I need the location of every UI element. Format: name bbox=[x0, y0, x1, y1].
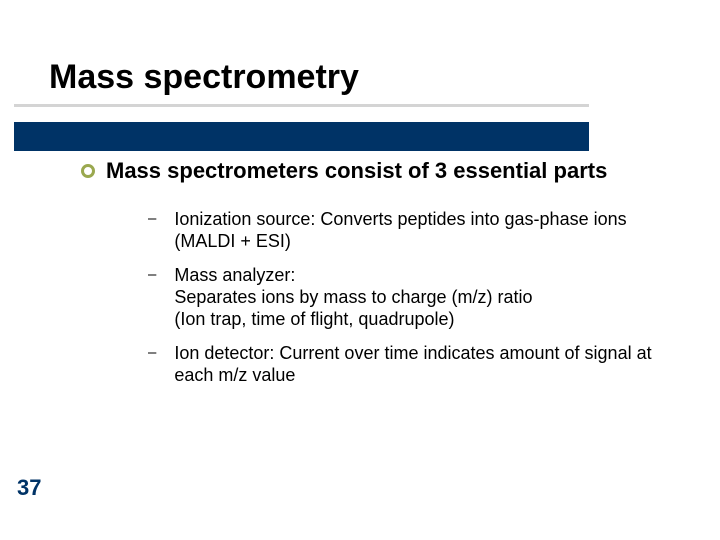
bullet-header-text: Mass spectrometers consist of 3 essentia… bbox=[106, 158, 607, 184]
sub-bullet-list: – Ionization source: Converts peptides i… bbox=[148, 208, 680, 398]
page-number: 37 bbox=[17, 475, 41, 501]
sub-bullet-text: Ion detector: Current over time indicate… bbox=[174, 342, 680, 386]
sub-bullet-text: Ionization source: Converts peptides int… bbox=[174, 208, 626, 252]
dash-icon: – bbox=[148, 342, 156, 364]
list-item: – Mass analyzer: Separates ions by mass … bbox=[148, 264, 680, 330]
dash-icon: – bbox=[148, 208, 156, 230]
list-item: – Ionization source: Converts peptides i… bbox=[148, 208, 680, 252]
slide-title: Mass spectrometry bbox=[49, 58, 359, 97]
sub-bullet-text: Mass analyzer: Separates ions by mass to… bbox=[174, 264, 532, 330]
title-underline bbox=[14, 104, 589, 107]
banner-bar bbox=[14, 122, 589, 151]
bullet-ring-icon bbox=[81, 164, 95, 178]
dash-icon: – bbox=[148, 264, 156, 286]
list-item: – Ion detector: Current over time indica… bbox=[148, 342, 680, 386]
slide: Mass spectrometry Mass spectrometers con… bbox=[0, 0, 720, 540]
bullet-header: Mass spectrometers consist of 3 essentia… bbox=[81, 158, 607, 184]
